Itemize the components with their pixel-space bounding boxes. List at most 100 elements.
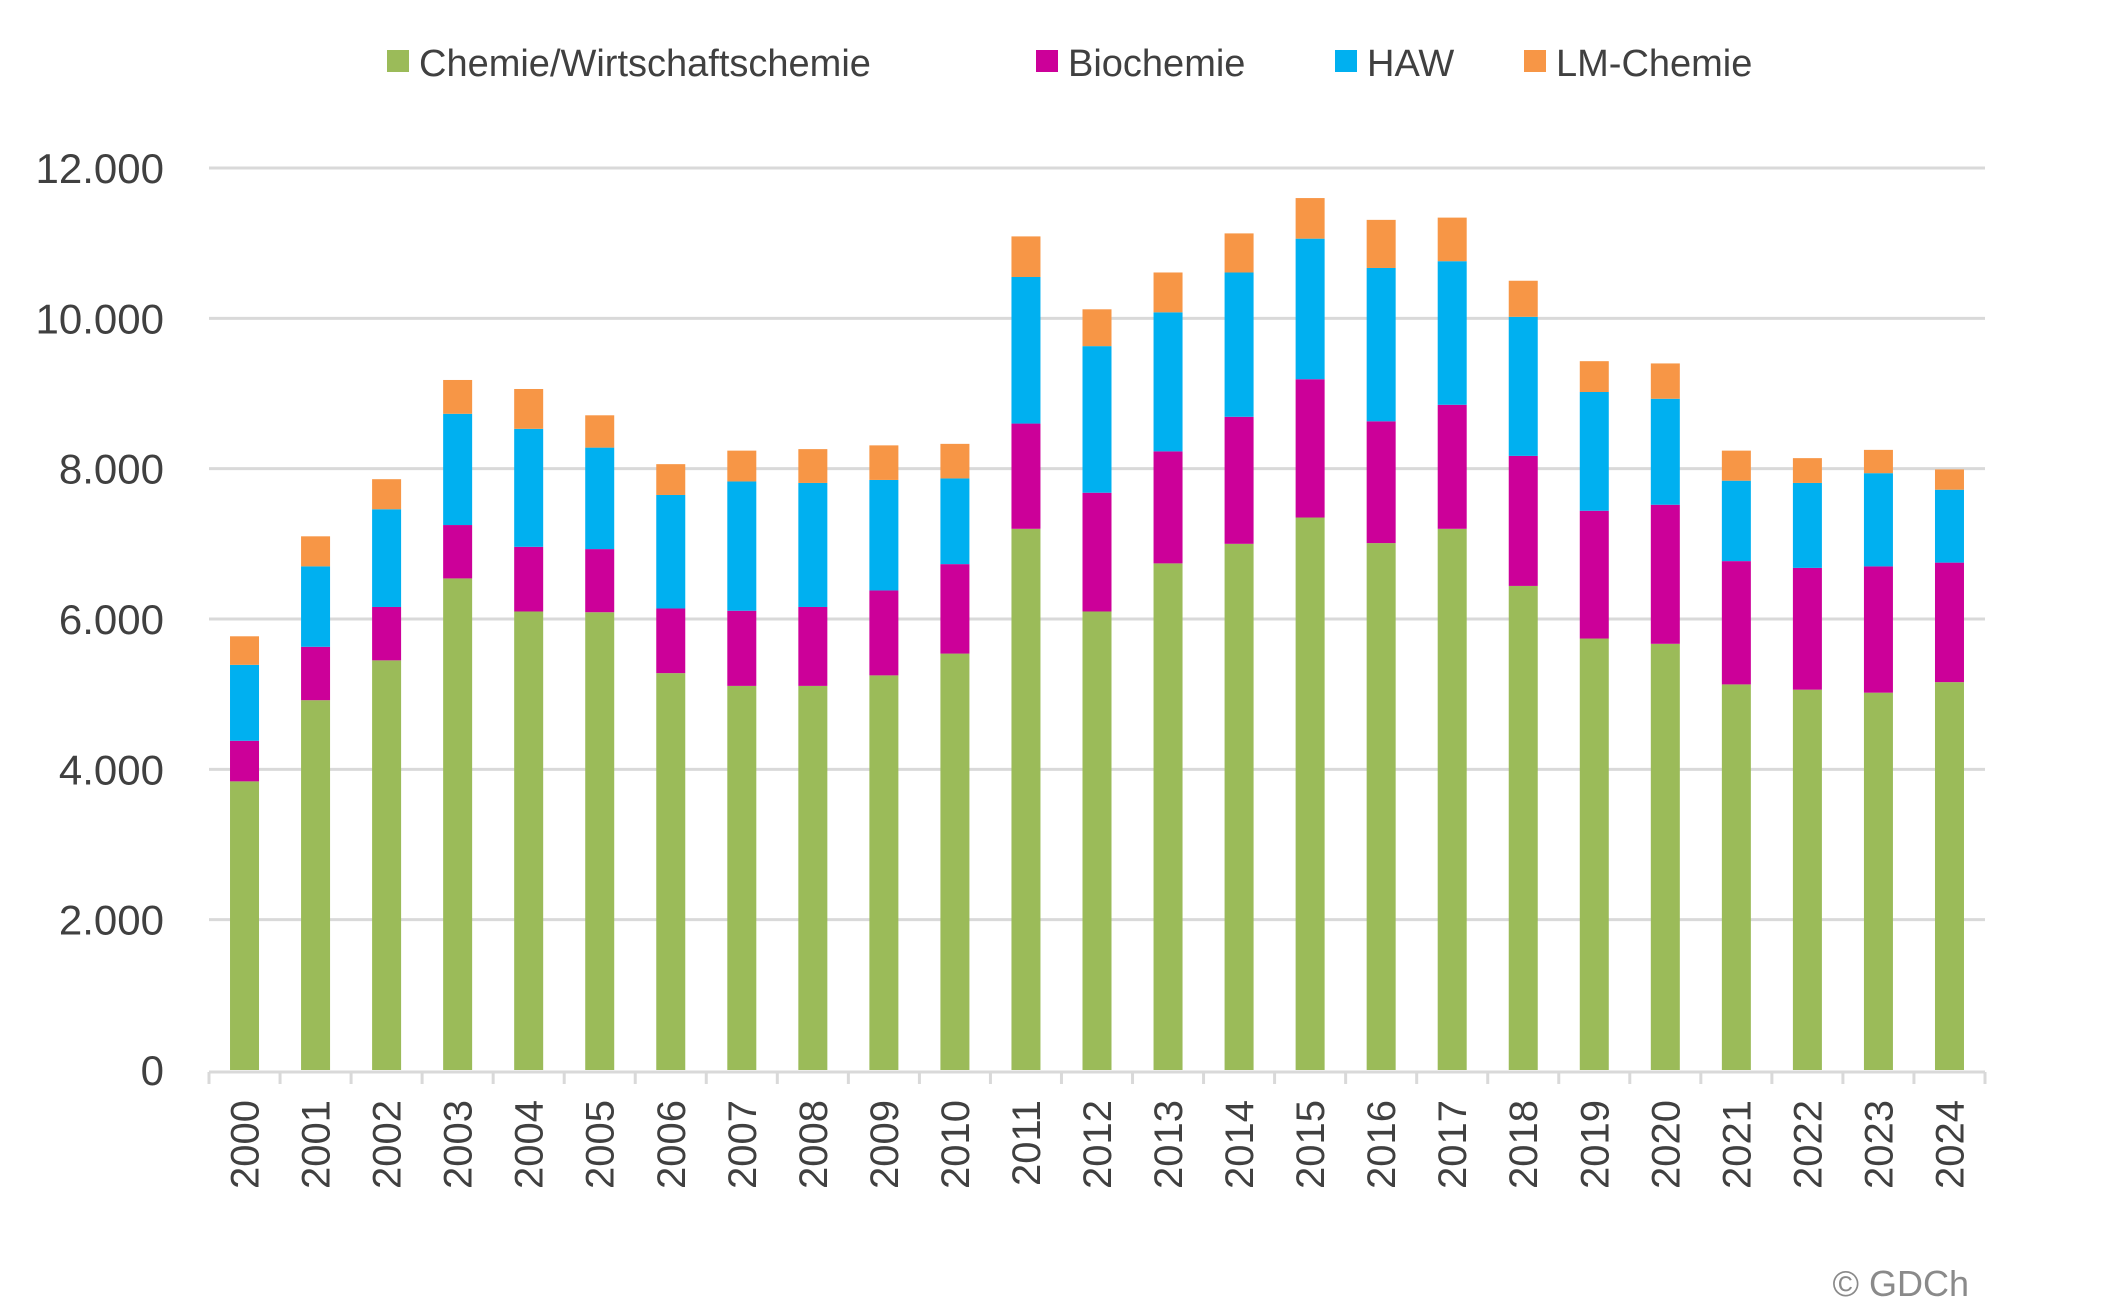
bar-segment xyxy=(230,781,260,1070)
bar-segment xyxy=(1579,361,1609,392)
bar-segment xyxy=(798,685,828,1070)
bar-segment xyxy=(585,447,615,550)
y-tick-label: 8.000 xyxy=(59,446,164,493)
bar-segment xyxy=(656,494,686,609)
legend-label: HAW xyxy=(1367,43,1454,85)
y-tick-label: 6.000 xyxy=(59,596,164,643)
bar-segment xyxy=(1721,684,1751,1070)
copyright-label: © GDCh xyxy=(1832,1263,1969,1304)
bar-segment xyxy=(1366,219,1396,268)
bar-segment xyxy=(372,660,402,1070)
bar-segment xyxy=(1082,611,1112,1070)
bar-segment xyxy=(372,606,402,661)
bar-segment xyxy=(1934,469,1964,490)
y-tick-label: 4.000 xyxy=(59,746,164,793)
bar-segment xyxy=(1082,346,1112,493)
bar-segment xyxy=(1366,267,1396,422)
bar-segment xyxy=(301,566,331,647)
x-tick-label: 2004 xyxy=(508,1100,552,1189)
bar-segment xyxy=(301,536,331,567)
x-tick-label: 2008 xyxy=(792,1100,836,1189)
bar-segment xyxy=(1650,504,1680,644)
bar-segment xyxy=(1792,689,1822,1070)
legend-marker xyxy=(1524,50,1546,72)
bar-segment xyxy=(727,685,757,1070)
x-tick-label: 2000 xyxy=(224,1100,268,1189)
bar-segment xyxy=(869,675,899,1070)
x-tick-label: 2002 xyxy=(366,1100,410,1189)
bar-segment xyxy=(1650,398,1680,505)
bar-segment xyxy=(1579,391,1609,511)
bar-segment xyxy=(1792,482,1822,568)
bar-segment xyxy=(656,608,686,674)
bar-segment xyxy=(1721,561,1751,685)
bar-segment xyxy=(1224,416,1254,544)
x-tick-label: 2005 xyxy=(579,1100,623,1189)
bar-segment xyxy=(230,740,260,782)
bar-segment xyxy=(869,479,899,591)
x-tick-label: 2016 xyxy=(1360,1100,1404,1189)
bar-segment xyxy=(1366,543,1396,1070)
bar-segment xyxy=(1011,528,1041,1070)
bar-segment xyxy=(1863,473,1893,567)
bar-segment xyxy=(1295,238,1325,380)
bar-segment xyxy=(1508,455,1538,586)
x-tick-label: 2012 xyxy=(1076,1100,1120,1189)
bar-segment xyxy=(1650,363,1680,399)
y-tick-label: 0 xyxy=(141,1047,164,1094)
bar-segment xyxy=(230,664,260,741)
bar-segment xyxy=(1863,692,1893,1070)
bar-segment xyxy=(1153,272,1183,313)
bar-segment xyxy=(1224,233,1254,273)
bar-segment xyxy=(301,646,331,701)
bar-segment xyxy=(301,700,331,1070)
bar-segment xyxy=(940,564,970,654)
bar-segment xyxy=(798,449,828,483)
bar-segment xyxy=(1508,316,1538,456)
bar-segment xyxy=(1153,451,1183,564)
bar-segment xyxy=(1508,280,1538,317)
x-tick-label: 2006 xyxy=(650,1100,694,1189)
bar-segment xyxy=(940,653,970,1070)
bar-segment xyxy=(1863,449,1893,474)
x-axis: 2000 2001 2002 2003 2004 2005 2006 2007 2008 2009… xyxy=(207,1070,1987,1189)
bar-segment xyxy=(1011,276,1041,424)
x-tick-label: 2022 xyxy=(1786,1100,1830,1189)
y-tick-label: 2.000 xyxy=(59,897,164,944)
bar-segment xyxy=(1224,272,1254,417)
bar-segment xyxy=(1934,682,1964,1070)
bar-segment xyxy=(443,578,473,1070)
bar-segment xyxy=(1508,585,1538,1070)
bar-segment xyxy=(230,636,260,665)
bar-segment xyxy=(1295,517,1325,1070)
x-tick-label: 2017 xyxy=(1431,1100,1475,1189)
bar-segment xyxy=(1934,562,1964,683)
x-tick-label: 2019 xyxy=(1573,1100,1617,1189)
x-tick-label: 2014 xyxy=(1218,1100,1262,1189)
x-tick-label: 2011 xyxy=(1005,1100,1049,1186)
legend-label: Biochemie xyxy=(1068,43,1245,85)
bar-segment xyxy=(372,479,402,510)
x-tick-label: 2024 xyxy=(1928,1100,1972,1189)
bar-segment xyxy=(1153,563,1183,1070)
bar-segment xyxy=(1437,261,1467,405)
legend-marker xyxy=(1036,50,1058,72)
legend: Chemie/Wirtschaftschemie Biochemie HAW LM-C… xyxy=(387,43,1752,85)
x-tick-label: 2009 xyxy=(863,1100,907,1189)
bar-segment xyxy=(585,549,615,613)
legend-marker xyxy=(1335,50,1357,72)
bar-segment xyxy=(727,450,757,482)
bar-segment xyxy=(1295,198,1325,239)
bar-segment xyxy=(1863,566,1893,693)
y-tick-label: 10.000 xyxy=(36,295,164,342)
bar-segment xyxy=(798,482,828,607)
bar-segment xyxy=(1082,492,1112,612)
bar-segment xyxy=(514,428,544,547)
x-tick-label: 2020 xyxy=(1644,1100,1688,1189)
bar-segment xyxy=(1721,450,1751,481)
bar-segment xyxy=(940,443,970,479)
bar-segment xyxy=(1224,543,1254,1070)
bar-segment xyxy=(443,379,473,414)
bar-segment xyxy=(1721,480,1751,562)
bar-segment xyxy=(798,606,828,686)
